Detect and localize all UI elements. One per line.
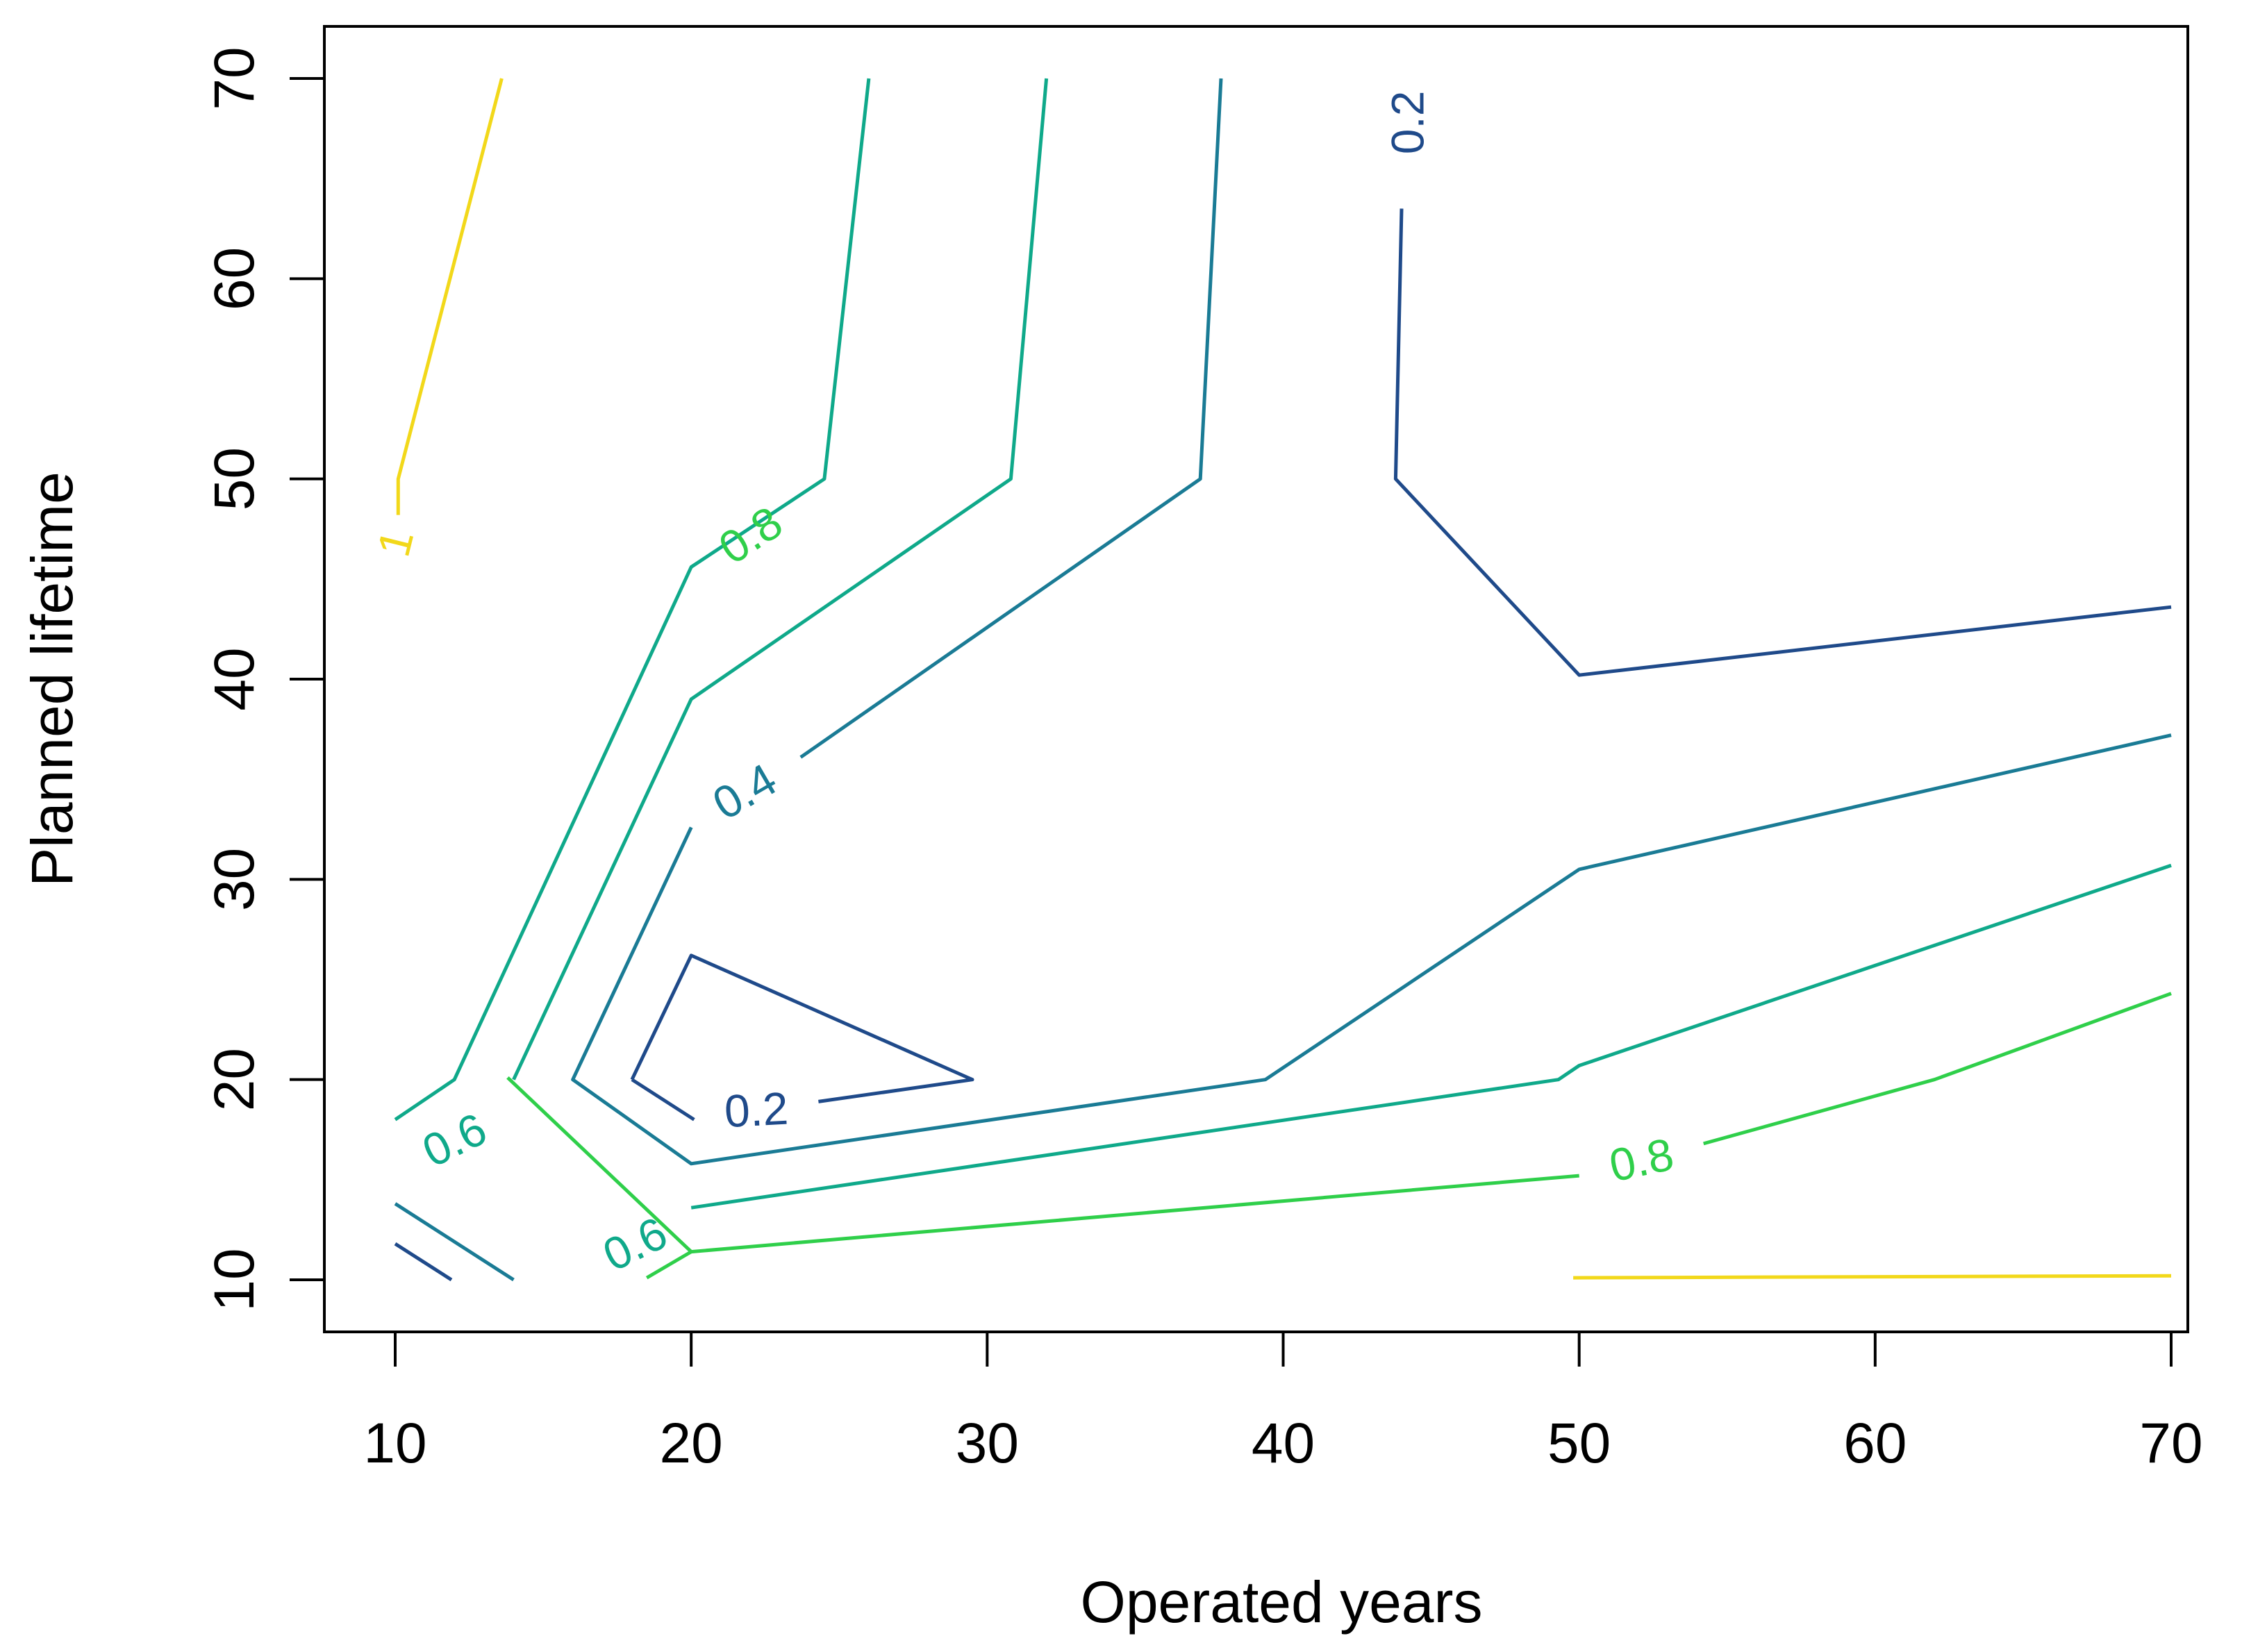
y-tick-label: 30 [203, 848, 266, 911]
contour-line-0-8 [645, 1250, 692, 1280]
x-tick-label: 60 [1843, 1412, 1907, 1475]
x-tick-label: 30 [956, 1412, 1019, 1475]
contour-lines [394, 78, 2172, 1282]
y-tick-label: 60 [203, 247, 266, 310]
y-axis-label: Planned lifetime [19, 472, 85, 887]
x-tick-label: 10 [363, 1412, 426, 1475]
contour-line-0-2 [394, 1242, 453, 1282]
contour-label-0-8: 0.8 [1605, 1128, 1678, 1191]
y-axis: 10 20 30 40 50 60 70 [203, 47, 326, 1312]
y-tick-label: 40 [203, 647, 266, 710]
contour-label-0-4: 0.4 [704, 753, 785, 830]
y-tick-label: 10 [203, 1248, 266, 1311]
y-tick-label: 20 [203, 1048, 266, 1111]
x-axis-label: Operated years [1081, 1569, 1483, 1635]
contour-label-0-6: 0.6 [415, 1103, 495, 1177]
contour-line-0-2 [630, 953, 974, 1103]
x-tick-label: 40 [1252, 1412, 1315, 1475]
contour-line-1 [1573, 1274, 2172, 1280]
contour-line-0-4 [799, 78, 1223, 759]
contour-line-0-2 [1393, 208, 2172, 677]
contour-line-0-4 [571, 733, 2172, 1166]
y-tick-label: 70 [203, 47, 266, 110]
x-tick-label: 70 [2139, 1412, 2202, 1475]
contour-line-0-6 [394, 78, 871, 1121]
contour-line-0-8 [1703, 992, 2172, 1146]
contour-line-0-2 [631, 1078, 695, 1121]
contour-line-0-6 [512, 78, 1049, 1081]
contour-labels: 0.20.20.40.60.60.80.81 [367, 91, 1678, 1281]
contour-label-0-2: 0.2 [1382, 91, 1434, 155]
plot-frame [323, 25, 2189, 1333]
x-tick-label: 20 [660, 1412, 723, 1475]
y-tick-label: 50 [203, 447, 266, 510]
contour-label-0-2: 0.2 [723, 1083, 789, 1137]
contour-line-0-4 [394, 1202, 515, 1282]
contour-line-0-6 [690, 863, 2172, 1210]
contour-line-1 [396, 78, 504, 515]
x-tick-label: 50 [1547, 1412, 1611, 1475]
x-axis: 10 20 30 40 50 60 70 [363, 1330, 2203, 1475]
contour-label-1: 1 [367, 524, 424, 562]
